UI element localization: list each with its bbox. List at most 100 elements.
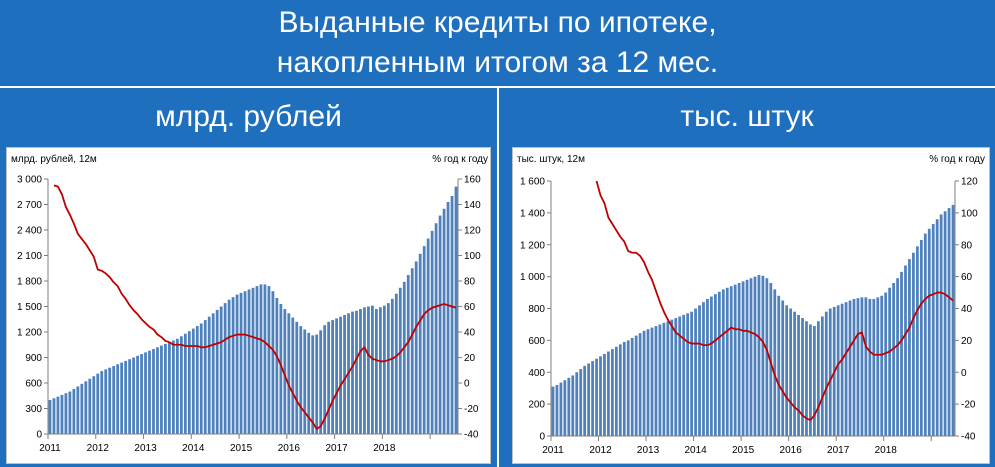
bar [670,319,674,436]
y-tick-label-left: 2 700 [17,200,42,211]
bar [741,281,745,436]
bar [658,324,662,436]
y-tick-label-right: 20 [961,336,973,347]
bar [571,375,575,436]
bar [160,345,163,434]
page-title: Выданные кредиты по ипотеке, накопленным… [0,0,995,86]
y-tick-label-left: 600 [528,336,545,347]
x-tick-label: 2012 [589,445,612,456]
bar [634,335,638,436]
y-tick-label-left: 1 800 [17,277,42,288]
bar [820,316,824,436]
right-unit-label: % год к году [929,154,985,165]
bar [287,313,291,434]
x-tick-label: 2014 [182,443,205,454]
bar [943,211,947,436]
x-tick-label: 2016 [278,443,301,454]
bar [587,363,591,436]
bar [816,321,820,436]
bar [363,307,366,434]
bar [733,284,737,436]
bar [721,289,725,437]
bar [919,239,923,436]
bar [583,365,587,437]
bar [235,294,239,434]
bar [824,311,828,436]
bar [144,352,147,434]
chart-panel-units: тыс. штук, 12м% год к году 0 200 400 600 800 1… [512,147,990,464]
bar [757,275,761,436]
bar [132,357,135,434]
bar [892,283,895,436]
bar [603,353,606,436]
chart-rubles: млрд. рублей, 12м% год к году03006009001… [11,153,488,454]
bar [175,338,179,434]
bar [773,289,777,437]
y-tick-label-right: 140 [464,200,481,211]
bar [884,292,888,436]
bar [191,328,195,434]
bar [80,383,84,434]
bar [626,340,630,437]
bar [378,307,382,434]
bar [912,252,915,436]
bar [622,341,626,436]
bar [367,306,370,434]
bar [187,331,191,434]
bar [666,321,670,436]
bar [402,281,406,434]
bar [283,309,287,434]
bar [674,318,678,436]
bar [104,369,108,434]
bar [638,333,642,436]
bar [375,309,378,434]
bar [331,320,335,434]
bar [343,315,346,434]
bar [394,293,398,434]
bar [120,362,124,434]
y-tick-label-right: -40 [464,430,479,441]
bar [195,326,199,434]
y-tick-label-right: 0 [961,368,967,379]
bar [410,268,414,434]
bar [769,283,773,436]
bar [939,214,943,436]
bar [323,325,327,434]
yoy-growth-line [595,180,954,421]
y-tick-label-right: 80 [464,277,476,288]
bar [311,335,315,434]
bar [295,321,299,434]
bar [199,323,203,434]
bar [152,349,155,434]
bar [359,309,362,434]
bar [694,308,697,436]
bar [398,287,402,434]
bar [579,369,583,436]
bar [56,396,60,434]
y-tick-label-left: 900 [25,353,42,364]
bar [438,215,442,434]
bar [303,329,307,434]
bar [72,388,76,434]
bar [203,320,207,434]
bar [247,289,251,434]
chart-units: тыс. штук, 12м% год к году02004006008001… [517,154,985,456]
bar [390,298,394,434]
bar [900,271,903,436]
bar [840,303,844,436]
bar [76,386,80,434]
bar [406,275,410,434]
y-tick-label-left: 3 000 [17,175,42,186]
bar [211,313,215,434]
bar [140,354,143,434]
bar [618,344,622,436]
y-tick-label-left: 1 400 [520,208,545,219]
bar [551,386,555,436]
y-tick-label-left: 2 400 [17,226,42,237]
bar [426,238,430,434]
x-tick-label: 2012 [87,443,110,454]
bar [888,287,892,436]
bar [654,326,658,436]
bar [446,201,450,434]
bar [259,284,263,434]
